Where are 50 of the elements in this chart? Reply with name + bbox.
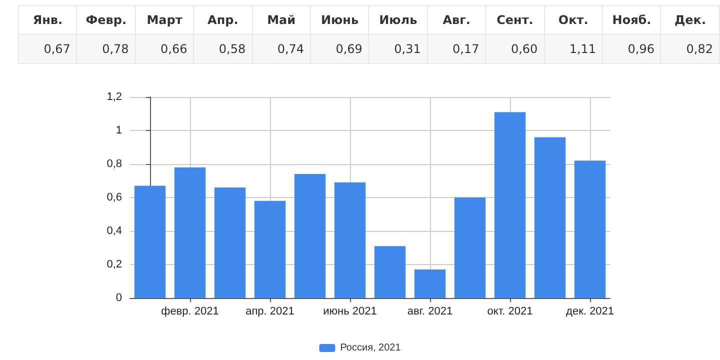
text: 0,96 — [628, 42, 654, 56]
x-tick-label: авг. 2021 — [407, 306, 453, 318]
text: 0,60 — [510, 42, 538, 56]
y-tick-label: 0 — [116, 292, 122, 304]
text: 0,74 — [277, 42, 304, 56]
bar — [254, 200, 286, 298]
bar — [134, 186, 166, 298]
text: 0,82 — [686, 42, 713, 56]
y-tick-label: 0,4 — [106, 225, 122, 237]
text: 0,69 — [336, 42, 362, 56]
text: 0,66 — [160, 42, 188, 56]
category-label: Авг. — [427, 6, 486, 34]
bar — [494, 112, 526, 298]
category-label: Май — [252, 6, 311, 34]
text: 0,78 — [102, 42, 129, 56]
y-tick-label: 0,6 — [106, 192, 122, 204]
category-label: Янв. — [18, 6, 77, 34]
category-label: Дек. — [660, 6, 720, 34]
category-label: Февр. — [76, 6, 136, 34]
x-tick-label: дек. 2021 — [566, 306, 614, 318]
bar — [374, 246, 406, 298]
x-tick-label: апр. 2021 — [246, 306, 294, 318]
category-label: Март — [135, 6, 194, 34]
y-tick-label: 1 — [116, 124, 122, 136]
category-label: Июль — [368, 6, 428, 34]
category-label: Окт. — [544, 6, 603, 34]
bar — [214, 187, 246, 298]
category-label: Апр. — [194, 6, 252, 34]
y-tick-label: 0,8 — [106, 158, 122, 170]
text: 0,31 — [394, 42, 421, 56]
bar — [414, 270, 446, 298]
bar — [454, 198, 486, 298]
text: 0,67 — [44, 42, 70, 56]
bar — [294, 174, 326, 298]
category-label: Сент. — [486, 6, 544, 34]
legend-label: Россия, 2021 — [340, 342, 402, 354]
y-tick-label: 0,2 — [106, 258, 122, 270]
bar — [574, 160, 606, 298]
bar — [334, 182, 366, 298]
bar — [174, 167, 206, 298]
text: 0,58 — [218, 42, 246, 56]
text: 1,11 — [569, 42, 596, 56]
x-tick-label: июнь 2021 — [323, 306, 377, 318]
category-label: Нояб. — [602, 6, 661, 34]
text: 0,17 — [452, 42, 480, 56]
x-tick-label: февр. 2021 — [161, 306, 219, 318]
category-label: Июнь — [310, 6, 369, 34]
x-tick-label: окт. 2021 — [487, 306, 533, 318]
bar — [534, 137, 566, 298]
y-tick-label: 1,2 — [106, 91, 122, 103]
